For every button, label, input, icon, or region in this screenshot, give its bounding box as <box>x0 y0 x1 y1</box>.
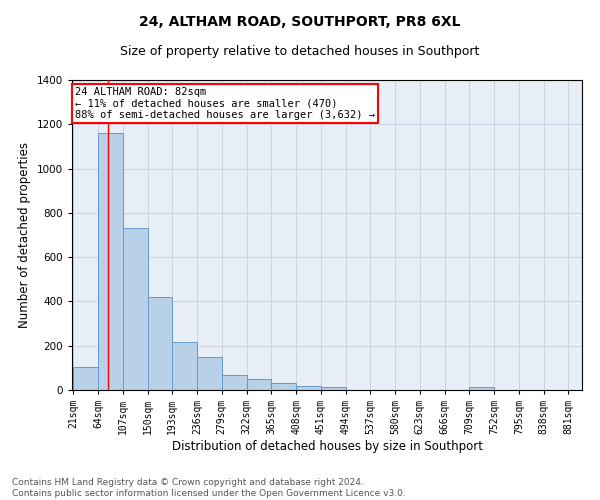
Bar <box>469 386 494 390</box>
Text: 24 ALTHAM ROAD: 82sqm
← 11% of detached houses are smaller (470)
88% of semi-det: 24 ALTHAM ROAD: 82sqm ← 11% of detached … <box>75 86 375 120</box>
Bar <box>73 367 98 390</box>
Bar <box>321 386 346 390</box>
Bar <box>197 357 222 390</box>
Bar <box>98 133 123 390</box>
Bar <box>172 342 197 390</box>
Text: Contains HM Land Registry data © Crown copyright and database right 2024.
Contai: Contains HM Land Registry data © Crown c… <box>12 478 406 498</box>
Bar <box>148 297 172 390</box>
Y-axis label: Number of detached properties: Number of detached properties <box>18 142 31 328</box>
Bar <box>271 384 296 390</box>
Bar <box>296 386 321 390</box>
Text: Size of property relative to detached houses in Southport: Size of property relative to detached ho… <box>121 45 479 58</box>
X-axis label: Distribution of detached houses by size in Southport: Distribution of detached houses by size … <box>172 440 482 453</box>
Text: 24, ALTHAM ROAD, SOUTHPORT, PR8 6XL: 24, ALTHAM ROAD, SOUTHPORT, PR8 6XL <box>139 15 461 29</box>
Bar <box>222 374 247 390</box>
Bar <box>247 379 271 390</box>
Bar <box>123 228 148 390</box>
